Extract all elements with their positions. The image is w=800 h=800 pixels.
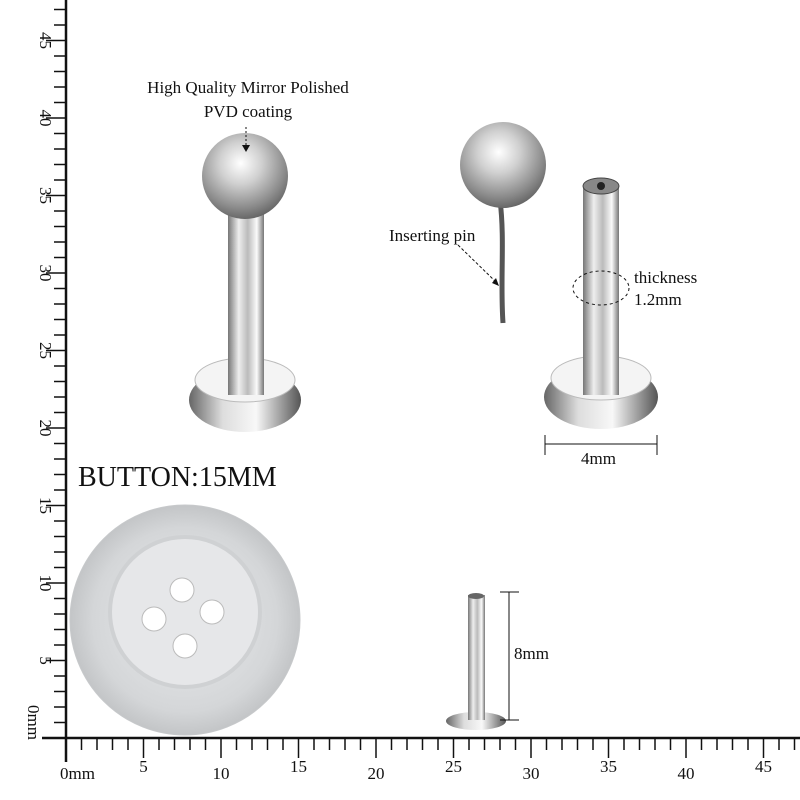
x-tick-label: 0mm <box>60 764 95 783</box>
y-tick-label: 20 <box>36 420 55 437</box>
x-tick-label: 20 <box>368 764 385 783</box>
ball-with-pin <box>460 122 546 324</box>
button-15mm <box>69 504 301 736</box>
x-tick-label: 10 <box>213 764 230 783</box>
finish-label-line1: High Quality Mirror Polished <box>147 78 349 97</box>
y-tick-label: 30 <box>36 265 55 282</box>
thickness-label: thickness <box>634 268 698 287</box>
y-tick-label: 45 <box>36 32 55 49</box>
inserting-pin-label: Inserting pin <box>389 226 476 245</box>
y-tick-label: 25 <box>36 342 55 359</box>
finish-label: High Quality Mirror Polished PVD coating <box>118 78 378 122</box>
y-tick-label: 15 <box>36 497 55 514</box>
x-tick-label: 30 <box>523 764 540 783</box>
x-tick-label: 5 <box>139 757 148 776</box>
x-tick-label: 25 <box>445 757 462 776</box>
finish-label-line2: PVD coating <box>203 102 293 121</box>
y-tick-label: 10 <box>36 575 55 592</box>
length-dimension <box>500 591 519 721</box>
y-tick-label: 0mm <box>24 705 43 740</box>
thickness-marker <box>572 270 630 306</box>
button-hole <box>199 599 225 625</box>
y-tick-label: 35 <box>36 187 55 204</box>
base-width-label: 4mm <box>581 449 616 468</box>
button-hole <box>169 577 195 603</box>
thickness-value: 1.2mm <box>634 290 682 309</box>
button-hole <box>141 606 167 632</box>
x-tick-label: 40 <box>678 764 695 783</box>
post-length-label: 8mm <box>514 644 549 663</box>
y-tick-label: 5 <box>36 656 55 665</box>
button-size-title: BUTTON:15MM <box>78 462 277 493</box>
labret-assembled <box>189 133 301 432</box>
labret-base <box>544 177 658 429</box>
width-dimension <box>544 435 658 455</box>
labret-post-small <box>446 593 506 730</box>
x-tick-label: 35 <box>600 757 617 776</box>
x-tick-label: 15 <box>290 757 307 776</box>
x-tick-label: 45 <box>755 757 772 776</box>
button-hole <box>172 633 198 659</box>
ruler: 0mm 5 10 15 20 25 30 35 40 45 0mm 5 10 15 20 25 30 35 40 45 <box>24 0 800 783</box>
y-tick-label: 40 <box>36 110 55 127</box>
